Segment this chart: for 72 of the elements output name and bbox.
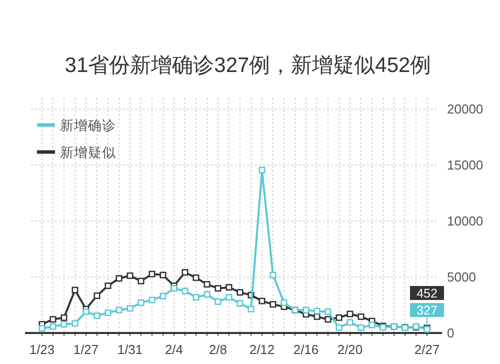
point: [104, 282, 112, 290]
point: [270, 272, 276, 278]
y-tick-label: 15000: [447, 158, 484, 173]
point: [72, 320, 78, 327]
point: [358, 313, 364, 320]
point: [116, 306, 122, 314]
point: [314, 308, 320, 314]
point: [358, 324, 364, 331]
point: [182, 269, 188, 276]
point: [192, 274, 200, 281]
data-label: 452: [416, 286, 438, 300]
x-tick-label: 2/16: [293, 342, 319, 357]
legend-label: 新增确诊: [60, 118, 116, 133]
point: [236, 300, 244, 307]
x-tick-label: 2/4: [164, 342, 184, 357]
point: [82, 308, 90, 315]
point: [248, 306, 254, 312]
point: [160, 272, 166, 278]
x-tick-label: 1/23: [29, 342, 55, 357]
point: [192, 294, 200, 301]
point: [368, 322, 376, 328]
point: [226, 294, 232, 301]
point: [160, 292, 166, 300]
x-tick-label: 2/20: [337, 342, 363, 357]
y-tick-label: 5000: [447, 270, 476, 285]
point: [324, 316, 332, 323]
x-tick-label: 2/27: [414, 342, 440, 357]
point: [60, 321, 68, 328]
point: [346, 310, 354, 318]
x-tick-label: 2/8: [208, 342, 228, 357]
point: [182, 288, 188, 294]
point: [138, 299, 144, 306]
chart-title: 31省份新增确诊327例，新增疑似452例: [64, 54, 432, 77]
point: [214, 285, 222, 292]
x-tick-label: 1/31: [117, 342, 143, 357]
point: [126, 272, 134, 279]
point: [60, 314, 68, 321]
data-label: 327: [416, 304, 438, 318]
y-tick-label: 20000: [447, 102, 484, 117]
point: [324, 308, 332, 315]
point: [94, 312, 100, 319]
point: [116, 275, 122, 282]
point: [258, 166, 266, 174]
point: [50, 316, 56, 323]
point: [72, 286, 78, 294]
y-tick-label: 10000: [447, 214, 484, 229]
point: [336, 324, 342, 331]
point: [346, 319, 354, 326]
point: [336, 314, 342, 321]
point: [226, 284, 232, 291]
point: [94, 292, 100, 299]
point: [204, 281, 210, 288]
point: [214, 298, 222, 305]
point: [148, 296, 156, 304]
y-tick-label: 0: [447, 326, 454, 340]
point: [204, 291, 210, 298]
point: [126, 305, 134, 312]
point: [50, 323, 56, 330]
point: [138, 278, 144, 284]
point: [258, 298, 266, 304]
x-tick-label: 1/27: [73, 342, 99, 357]
point: [236, 289, 244, 296]
x-tick-label: 2/12: [249, 342, 275, 357]
point: [302, 306, 310, 314]
point: [170, 285, 178, 292]
legend-label: 新增疑似: [60, 145, 116, 160]
point: [38, 325, 46, 332]
point: [270, 301, 276, 308]
point: [314, 313, 320, 320]
point: [280, 299, 288, 306]
point: [148, 270, 156, 278]
point: [104, 309, 112, 316]
